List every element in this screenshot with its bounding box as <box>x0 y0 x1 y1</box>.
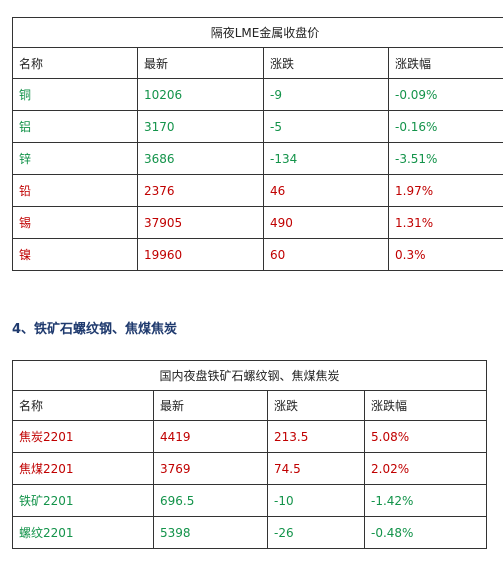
cell: -5 <box>263 110 389 143</box>
header-cell: 名称 <box>12 390 154 421</box>
cell: -1.42% <box>363 484 488 517</box>
header-cell: 涨跌幅 <box>388 47 503 79</box>
table-title: 国内夜盘铁矿石螺纹钢、焦煤焦炭 <box>11 360 488 391</box>
cell: -3.51% <box>388 142 503 175</box>
cell: 0.3% <box>388 238 503 271</box>
header-cell: 涨跌 <box>267 390 365 421</box>
cell: 焦炭2201 <box>12 420 154 453</box>
cell: 锡 <box>12 206 138 239</box>
cell: 2.02% <box>363 452 488 485</box>
header-row: 名称 最新 涨跌 涨跌幅 <box>12 390 488 421</box>
cell: 37905 <box>137 206 264 239</box>
header-cell: 涨跌幅 <box>363 390 488 421</box>
data-row: 铁矿2201 696.5 -10 -1.42% <box>12 484 488 517</box>
cell: 3170 <box>137 110 264 143</box>
cell: 696.5 <box>153 484 268 517</box>
cell: -0.09% <box>388 78 503 111</box>
cell: 213.5 <box>267 420 365 453</box>
cell: 46 <box>263 174 389 207</box>
cell: 1.97% <box>388 174 503 207</box>
cell: 3769 <box>153 452 268 485</box>
data-row: 焦煤2201 3769 74.5 2.02% <box>12 452 488 485</box>
cell: 5398 <box>153 516 268 549</box>
cell: -134 <box>263 142 389 175</box>
data-row: 锡 37905 490 1.31% <box>12 206 503 239</box>
cell: 焦煤2201 <box>12 452 154 485</box>
header-cell: 最新 <box>137 47 264 79</box>
table-title: 隔夜LME金属收盘价 <box>12 17 503 48</box>
cell: 4419 <box>153 420 268 453</box>
cell: 60 <box>263 238 389 271</box>
data-row: 铅 2376 46 1.97% <box>12 174 503 207</box>
domestic-table: 国内夜盘铁矿石螺纹钢、焦煤焦炭 名称 最新 涨跌 涨跌幅 焦炭2201 4419 213.5… <box>11 360 488 549</box>
header-cell: 名称 <box>12 47 138 79</box>
cell: -0.16% <box>388 110 503 143</box>
cell: 1.31% <box>388 206 503 239</box>
data-row: 锌 3686 -134 -3.51% <box>12 142 503 175</box>
header-cell: 最新 <box>153 390 268 421</box>
cell: 19960 <box>137 238 264 271</box>
header-row: 名称 最新 涨跌 涨跌幅 <box>12 47 503 79</box>
cell: 镍 <box>12 238 138 271</box>
cell: 铁矿2201 <box>12 484 154 517</box>
data-row: 螺纹2201 5398 -26 -0.48% <box>12 516 488 549</box>
cell: 铜 <box>12 78 138 111</box>
cell: 2376 <box>137 174 264 207</box>
cell: 3686 <box>137 142 264 175</box>
section-heading: 4、铁矿石螺纹钢、焦煤焦炭 <box>12 322 178 337</box>
data-row: 焦炭2201 4419 213.5 5.08% <box>12 420 488 453</box>
cell: 螺纹2201 <box>12 516 154 549</box>
header-cell: 涨跌 <box>263 47 389 79</box>
cell: -9 <box>263 78 389 111</box>
cell: 10206 <box>137 78 264 111</box>
cell: -0.48% <box>363 516 488 549</box>
cell: 铝 <box>12 110 138 143</box>
lme-table: 隔夜LME金属收盘价 名称 最新 涨跌 涨跌幅铜 10206 -9 -0.09% 铝 3170-… <box>12 17 503 271</box>
cell: 铅 <box>12 174 138 207</box>
cell: -26 <box>267 516 365 549</box>
cell: -10 <box>267 484 365 517</box>
data-row: 镍 19960 60 0.3% <box>12 238 503 271</box>
data-row: 铜 10206 -9 -0.09% <box>12 78 503 111</box>
cell: 490 <box>263 206 389 239</box>
cell: 5.08% <box>363 420 488 453</box>
cell: 锌 <box>12 142 138 175</box>
cell: 74.5 <box>267 452 365 485</box>
data-row: 铝 3170 -5 -0.16% <box>12 110 503 143</box>
